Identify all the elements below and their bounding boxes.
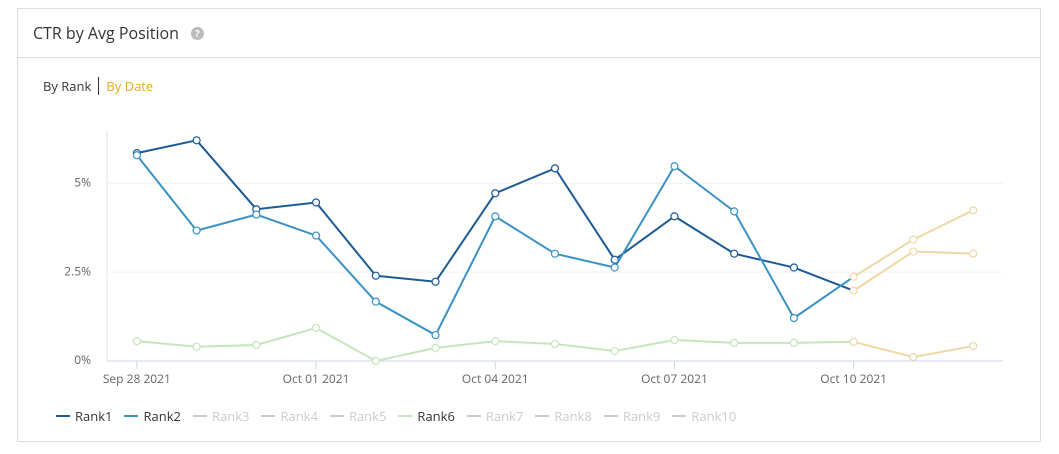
- legend-item[interactable]: Rank5: [329, 407, 387, 425]
- legend-swatch: [466, 415, 481, 417]
- point: [670, 212, 679, 221]
- legend-label: Rank1: [75, 407, 113, 425]
- legend-item[interactable]: Rank10: [672, 407, 736, 425]
- legend-item[interactable]: Rank7: [466, 407, 524, 425]
- point: [789, 263, 799, 272]
- point: [311, 231, 321, 240]
- series-line: [136, 154, 855, 337]
- legend-label: Rank4: [280, 407, 318, 425]
- point: [311, 323, 321, 333]
- legend-swatch: [261, 415, 276, 417]
- legend-swatch: [56, 415, 70, 417]
- point: [371, 271, 380, 280]
- point: [789, 338, 799, 347]
- point: [730, 207, 739, 216]
- point: [550, 249, 560, 258]
- point: [550, 339, 560, 349]
- point: [670, 335, 679, 345]
- point: [849, 286, 858, 295]
- y-tick-label: 0%: [74, 351, 91, 368]
- legend-item[interactable]: Rank1: [56, 407, 112, 425]
- point: [491, 336, 500, 346]
- legend-swatch: [535, 415, 550, 417]
- point: [431, 343, 440, 352]
- point: [132, 336, 141, 346]
- x-tick-label: Oct 10 2021: [820, 370, 887, 387]
- series-line-partial: [853, 250, 974, 292]
- legend-label: Rank2: [143, 407, 181, 425]
- legend-label: Rank3: [211, 407, 250, 425]
- point: [192, 136, 201, 145]
- legend-swatch: [124, 415, 139, 417]
- legend-swatch: [192, 415, 207, 417]
- point: [311, 198, 321, 207]
- point: [730, 338, 739, 347]
- point: [909, 352, 918, 362]
- point: [610, 346, 619, 356]
- legend-label: Rank9: [622, 407, 661, 425]
- point: [849, 272, 858, 281]
- legend-item[interactable]: Rank8: [535, 407, 592, 425]
- legend-label: Rank6: [417, 407, 455, 425]
- point: [371, 356, 380, 366]
- point: [849, 337, 858, 346]
- legend-item[interactable]: Rank9: [603, 407, 661, 425]
- point: [550, 164, 560, 173]
- legend-item[interactable]: Rank3: [192, 407, 250, 425]
- legend-swatch: [398, 415, 413, 417]
- point: [969, 341, 978, 351]
- tabs: By Rank By Date: [43, 77, 153, 95]
- legend-item[interactable]: Rank2: [124, 407, 181, 425]
- point: [491, 189, 500, 198]
- legend-swatch: [329, 415, 344, 417]
- point: [431, 277, 440, 286]
- point: [730, 249, 739, 258]
- x-tick-label: Oct 04 2021: [462, 370, 529, 387]
- point: [132, 151, 141, 160]
- point: [192, 342, 201, 351]
- legend-label: Rank7: [485, 407, 524, 425]
- panel-title: CTR by Avg Position: [33, 22, 179, 44]
- point: [909, 235, 918, 244]
- point: [491, 212, 500, 221]
- point: [371, 297, 380, 306]
- panel: CTR by Avg Position ? By Rank By Date Ra…: [17, 8, 1041, 442]
- y-tick-label: 5%: [74, 174, 91, 191]
- legend-item[interactable]: Rank4: [261, 407, 318, 425]
- legend-label: Rank10: [691, 407, 737, 425]
- legend-label: Rank8: [554, 407, 592, 425]
- point: [252, 340, 261, 350]
- point: [789, 313, 799, 323]
- x-tick-label: Oct 01 2021: [283, 370, 350, 387]
- point: [252, 210, 261, 219]
- tab[interactable]: By Rank: [43, 77, 92, 95]
- legend-label: Rank5: [348, 407, 387, 425]
- x-tick-label: Sep 28 2021: [103, 370, 171, 387]
- legend: Rank1 Rank2 Rank3 Rank4 Rank5 Rank6 Rank7 Rank8…: [56, 407, 736, 425]
- legend-swatch: [672, 415, 687, 417]
- point: [610, 263, 619, 272]
- point: [969, 249, 978, 258]
- help-icon[interactable]: ?: [190, 26, 204, 40]
- legend-item[interactable]: Rank6: [398, 407, 455, 425]
- point: [969, 206, 978, 215]
- panel-header: CTR by Avg Position ?: [18, 9, 1040, 58]
- y-tick-label: 2.5%: [64, 262, 91, 279]
- x-tick-label: Oct 07 2021: [641, 370, 708, 387]
- tab-active[interactable]: By Date: [98, 77, 153, 95]
- point: [192, 226, 201, 235]
- legend-swatch: [603, 415, 618, 417]
- point: [431, 330, 440, 340]
- point: [670, 162, 679, 171]
- point: [909, 247, 918, 256]
